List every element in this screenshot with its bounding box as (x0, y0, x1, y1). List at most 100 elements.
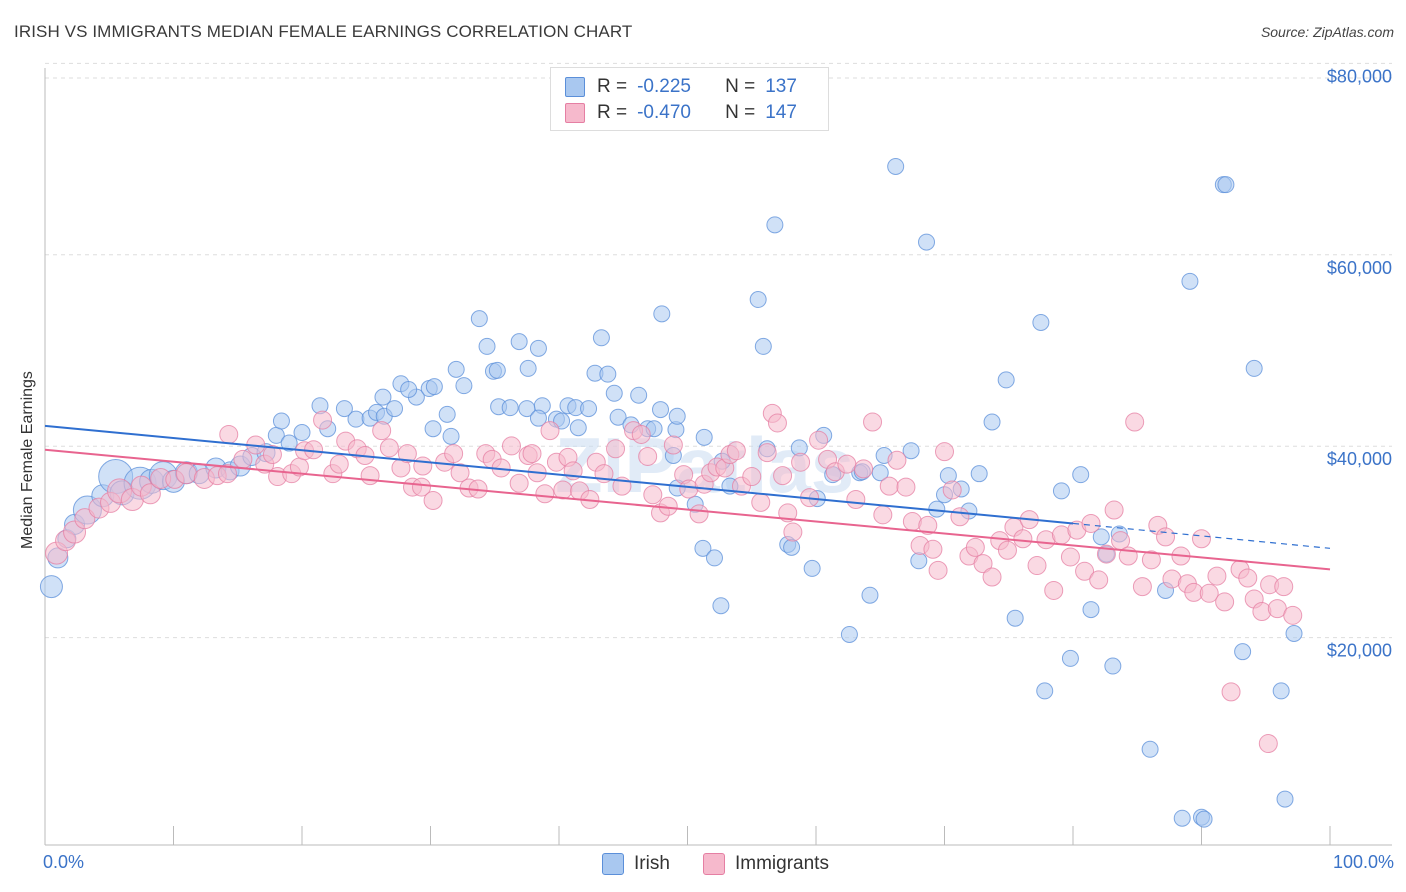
immigrants-point (606, 439, 626, 459)
irish-point (425, 378, 443, 396)
irish-point (712, 597, 730, 615)
immigrants-point (935, 442, 954, 462)
immigrants-point (379, 438, 399, 458)
immigrants-point (1075, 561, 1095, 581)
irish-point (970, 465, 988, 483)
immigrants-point (1252, 601, 1272, 621)
immigrants-point (942, 480, 962, 500)
irish-point (335, 400, 353, 418)
immigrants-swatch (703, 853, 725, 875)
immigrants-point (873, 505, 893, 525)
correlation-legend: R = -0.225 N = 137 R = -0.470 N = 147 (550, 67, 829, 131)
irish-point (599, 365, 617, 383)
immigrants-point (522, 444, 542, 464)
immigrants-point (233, 449, 253, 469)
legend-n-label: N = (725, 76, 756, 97)
irish-point (501, 399, 519, 417)
immigrants-point (1089, 570, 1109, 590)
immigrants-point (313, 410, 333, 430)
immigrants-point (923, 539, 943, 559)
irish-point (983, 413, 1001, 431)
immigrants-point (997, 540, 1017, 560)
immigrants-point (757, 443, 777, 463)
irish-point (668, 407, 686, 425)
irish-point (609, 408, 627, 426)
immigrants-point (413, 456, 433, 476)
immigrants-point (791, 452, 811, 472)
immigrants-point (809, 430, 829, 450)
irish-point (293, 424, 311, 442)
irish-point (754, 337, 772, 355)
irish-point (1052, 482, 1070, 500)
irish-point (438, 405, 456, 423)
immigrants-point (372, 421, 392, 441)
immigrants-point (1274, 577, 1294, 597)
immigrants-point (175, 463, 197, 485)
irish-point (1036, 682, 1054, 700)
irish-point (592, 329, 610, 347)
irish-point (910, 552, 928, 570)
irish-point (470, 310, 488, 328)
immigrants-point (1258, 734, 1278, 754)
irish-point (705, 549, 723, 567)
immigrants-point (778, 503, 798, 523)
irish-point (374, 388, 392, 406)
immigrants-point (643, 485, 663, 505)
irish-point (347, 410, 365, 428)
immigrants-point (751, 492, 771, 512)
irish-point (749, 291, 767, 309)
immigrants-point (638, 446, 658, 466)
immigrants-point (1141, 550, 1161, 570)
immigrants-point (329, 454, 349, 474)
irish-point (580, 400, 598, 418)
irish-point (997, 371, 1015, 389)
immigrants-point (726, 441, 746, 461)
irish-point (1173, 809, 1191, 827)
immigrants-point (689, 504, 709, 524)
immigrants-point (412, 477, 432, 497)
immigrants-point (553, 480, 573, 500)
immigrants-point (1283, 605, 1303, 625)
irish-point (918, 233, 936, 251)
irish-point (529, 409, 547, 427)
y-tick-label: $40,000 (1327, 449, 1392, 469)
immigrants-point (767, 413, 787, 433)
legend-r-value: -0.225 (637, 76, 691, 97)
irish-point (280, 434, 298, 452)
immigrants-point (509, 473, 529, 493)
irish-point (39, 575, 63, 599)
irish-point (386, 400, 404, 418)
immigrants-point (540, 421, 560, 441)
immigrants-point (1221, 682, 1241, 702)
immigrants-point (773, 466, 793, 486)
bottom-legend-irish: Irish (602, 852, 670, 876)
irish-swatch (602, 853, 624, 875)
immigrants-point (863, 412, 883, 432)
immigrants-point (1027, 556, 1047, 576)
irish-point (400, 380, 418, 398)
immigrants-point (423, 490, 443, 510)
irish-point (518, 400, 536, 418)
irish-point (653, 305, 671, 323)
immigrants-point (1044, 580, 1064, 600)
irish-point (1272, 682, 1290, 700)
irish-point (766, 216, 784, 234)
legend-row-immigrants: R = -0.470 N = 147 (565, 101, 797, 125)
irish-point (519, 359, 537, 377)
irish-point (1195, 810, 1213, 828)
y-tick-label: $20,000 (1327, 641, 1392, 661)
immigrants-point (965, 537, 985, 557)
legend-row-irish: R = -0.225 N = 137 (565, 75, 797, 99)
irish-point (1141, 740, 1159, 758)
irish-point (1032, 313, 1050, 331)
irish-point (442, 427, 460, 445)
irish-point (529, 339, 547, 357)
immigrants-point (783, 522, 803, 542)
irish-point (455, 377, 473, 395)
irish-point (488, 361, 506, 379)
irish-point (783, 538, 801, 556)
immigrants-point (1125, 412, 1145, 432)
bottom-legend-immigrants: Immigrants (703, 852, 829, 876)
immigrants-point (397, 444, 417, 464)
immigrants-point (1199, 583, 1219, 603)
